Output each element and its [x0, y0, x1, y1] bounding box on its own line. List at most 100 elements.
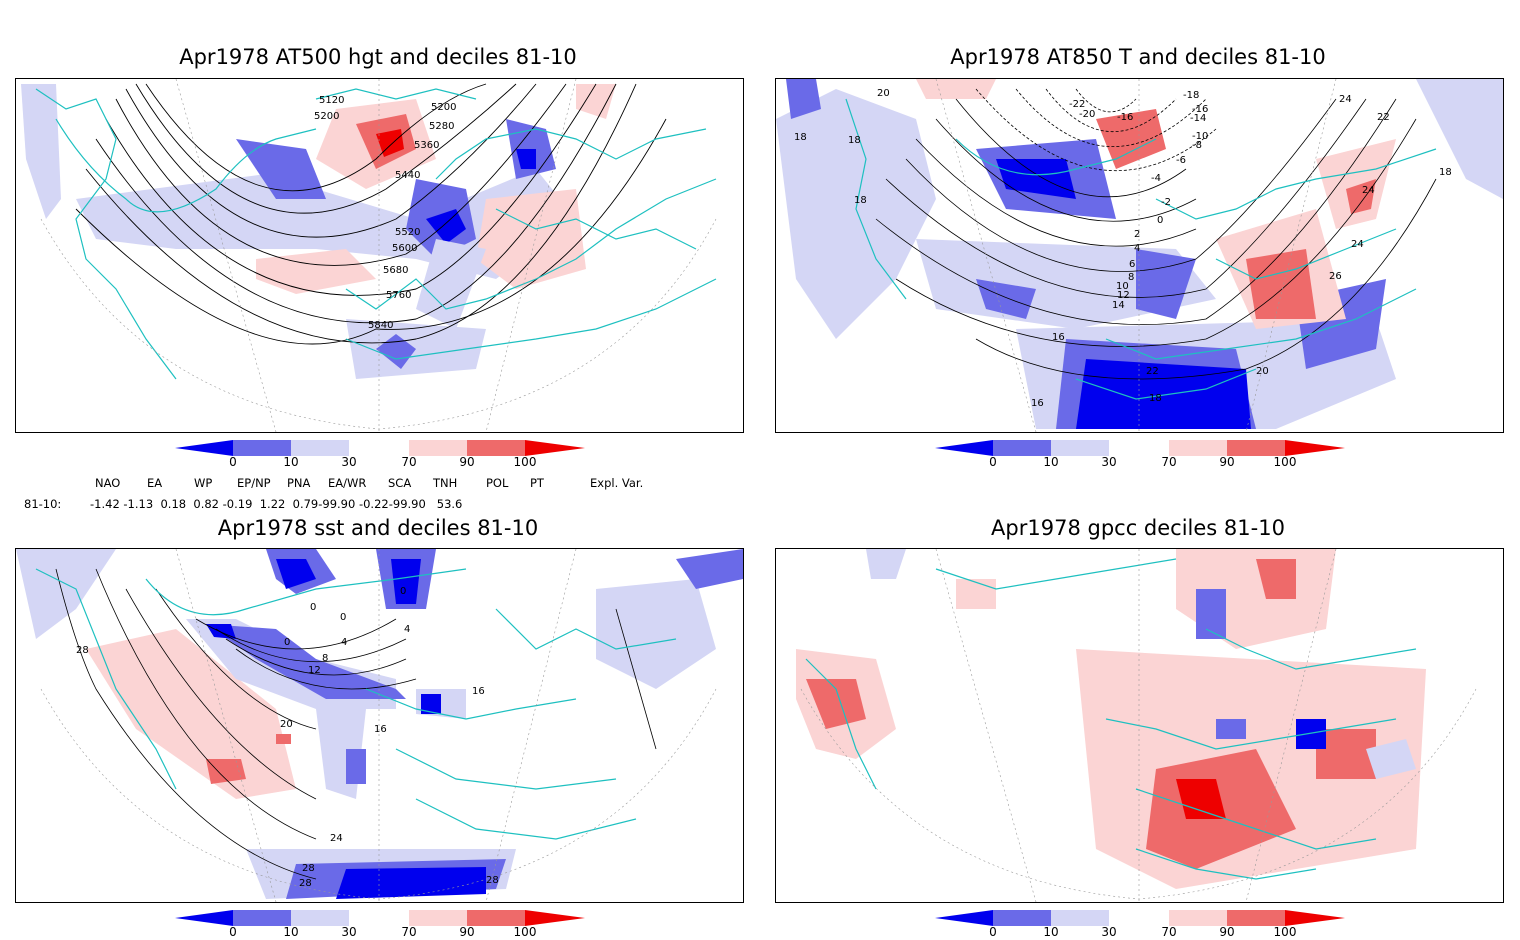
colorbar-t850: 0 10 30 70 90 100: [935, 438, 1345, 472]
colorbar-label: 0: [989, 455, 997, 469]
svg-text:5760: 5760: [386, 290, 411, 301]
svg-text:6: 6: [1129, 259, 1135, 270]
map-hgt500: 5120 5200 5200 5280 5360 5440 5520 5600 …: [15, 78, 744, 433]
colorbar-label: 100: [513, 455, 537, 469]
svg-text:5600: 5600: [392, 243, 417, 254]
colorbar-sst: 0 10 30 70 90 100: [175, 908, 585, 940]
colorbar-label: 90: [1219, 455, 1235, 469]
tele-header-tnh: TNH: [433, 476, 458, 490]
svg-text:18: 18: [1439, 167, 1452, 178]
grid-lines: [935, 79, 1337, 432]
svg-text:16: 16: [472, 686, 485, 697]
svg-text:5280: 5280: [429, 121, 454, 132]
tele-header-nao: NAO: [95, 476, 121, 490]
svg-text:24: 24: [1362, 185, 1375, 196]
svg-text:28: 28: [76, 645, 89, 656]
svg-text:8: 8: [322, 653, 328, 664]
colorbar-label: 100: [1273, 455, 1297, 469]
panel-title-hgt500: Apr1978 AT500 hgt and deciles 81-10: [179, 45, 577, 69]
panel-title-t850: Apr1978 AT850 T and deciles 81-10: [950, 45, 1326, 69]
colorbar-label: 70: [1161, 925, 1177, 939]
svg-text:0: 0: [310, 602, 316, 613]
colorbar-label: 10: [1043, 925, 1059, 939]
colorbar-label: 0: [229, 455, 237, 469]
svg-text:5840: 5840: [368, 320, 393, 331]
colorbar-label: 10: [1043, 455, 1059, 469]
svg-text:16: 16: [1031, 398, 1044, 409]
tele-header-pt: PT: [530, 476, 544, 490]
tele-header-sca: SCA: [388, 476, 412, 490]
svg-text:0: 0: [284, 637, 290, 648]
tele-header-epnp: EP/NP: [237, 476, 271, 490]
svg-text:18: 18: [1149, 393, 1162, 404]
contour-labels: 0 0 0 0 4 4 8 12 16 20 24 28 28 28 28 16: [76, 586, 499, 889]
svg-text:26: 26: [1329, 271, 1342, 282]
grid-lines: [40, 549, 717, 902]
colorbar-label: 90: [459, 925, 475, 939]
svg-text:14: 14: [1112, 300, 1125, 311]
colorbar-label: 30: [341, 455, 357, 469]
geopotential-contours: [75, 83, 667, 345]
svg-text:5200: 5200: [431, 102, 456, 113]
colorbar-label: 0: [989, 925, 997, 939]
colorbar-label: 70: [1161, 455, 1177, 469]
decile-shading: [796, 549, 1426, 889]
map-gpcc: [775, 548, 1504, 903]
svg-text:20: 20: [1256, 366, 1269, 377]
svg-text:5440: 5440: [395, 170, 420, 181]
coastlines: [805, 558, 1417, 880]
svg-text:2: 2: [1134, 229, 1140, 240]
map-sst: 0 0 0 0 4 4 8 12 16 20 24 28 28 28 28 16: [15, 548, 744, 903]
svg-text:-22: -22: [1069, 99, 1085, 110]
svg-text:24: 24: [1351, 239, 1364, 250]
decile-shading: [776, 79, 1503, 429]
coastlines: [35, 88, 717, 380]
svg-text:28: 28: [486, 875, 499, 886]
tele-row-label: 81-10:: [24, 497, 62, 511]
colorbar-label: 90: [459, 455, 475, 469]
svg-text:-8: -8: [1192, 140, 1202, 151]
svg-text:24: 24: [330, 833, 343, 844]
svg-text:-2: -2: [1161, 197, 1171, 208]
colorbar-label: 0: [229, 925, 237, 939]
svg-text:18: 18: [794, 132, 807, 143]
tele-header-wp: WP: [194, 476, 213, 490]
contour-labels: 5120 5200 5200 5280 5360 5440 5520 5600 …: [314, 95, 456, 331]
tele-header-pna: PNA: [287, 476, 311, 490]
coastlines: [845, 98, 1437, 400]
colorbar-label: 10: [283, 925, 299, 939]
svg-text:22: 22: [1377, 112, 1390, 123]
contour-labels: 20 18 18 18 -22 -20 -18 -16 -14 -16 -10 …: [794, 88, 1452, 409]
grid-lines: [40, 79, 717, 432]
svg-text:28: 28: [302, 863, 315, 874]
tele-header-ea: EA: [147, 476, 163, 490]
svg-text:4: 4: [341, 637, 347, 648]
colorbar-label: 30: [341, 925, 357, 939]
colorbar-hgt500: 0 10 30 70 90 100: [175, 438, 585, 472]
colorbar-label: 70: [401, 925, 417, 939]
map-t850: 20 18 18 18 -22 -20 -18 -16 -14 -16 -10 …: [775, 78, 1504, 433]
colorbar-label: 30: [1101, 925, 1117, 939]
sst-contours: [55, 568, 657, 880]
svg-text:18: 18: [848, 135, 861, 146]
svg-text:5520: 5520: [395, 227, 420, 238]
svg-text:22: 22: [1146, 366, 1159, 377]
colorbar-label: 30: [1101, 455, 1117, 469]
tele-row-values: -1.42 -1.13 0.18 0.82 -0.19 1.22 0.79-99…: [90, 497, 463, 511]
decile-shading: [16, 549, 743, 899]
decile-shading: [21, 84, 616, 379]
svg-text:-4: -4: [1151, 173, 1161, 184]
svg-text:-6: -6: [1176, 155, 1186, 166]
svg-text:-18: -18: [1183, 90, 1199, 101]
svg-text:18: 18: [854, 195, 867, 206]
svg-text:12: 12: [1117, 290, 1130, 301]
svg-text:16: 16: [374, 724, 387, 735]
panel-title-gpcc: Apr1978 gpcc deciles 81-10: [991, 516, 1285, 540]
svg-text:4: 4: [404, 624, 410, 635]
tele-header-pol: POL: [486, 476, 509, 490]
svg-text:0: 0: [1157, 215, 1163, 226]
colorbar-label: 100: [1273, 925, 1297, 939]
grid-lines: [800, 549, 1477, 902]
colorbar-label: 10: [283, 455, 299, 469]
svg-text:-20: -20: [1079, 109, 1095, 120]
